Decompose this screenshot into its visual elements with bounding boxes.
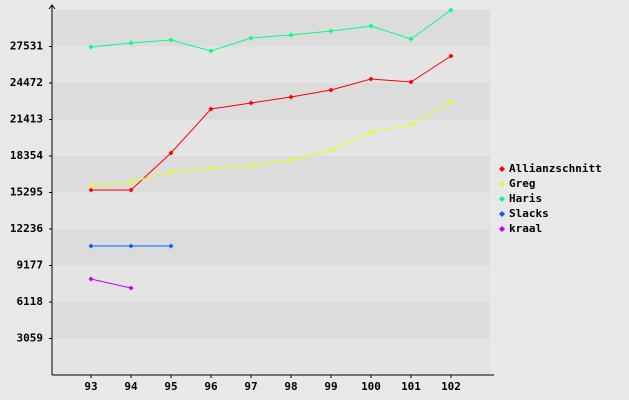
point (208, 48, 214, 54)
legend-label: kraal (509, 222, 542, 235)
grid-band (52, 46, 490, 83)
x-tick-label: 94 (124, 380, 138, 393)
point (128, 243, 134, 249)
point (88, 183, 94, 189)
point (448, 7, 454, 13)
point (288, 94, 294, 100)
series-line (91, 55, 452, 191)
x-tick-label: 96 (204, 380, 218, 393)
series-line (90, 9, 452, 52)
point (328, 147, 334, 153)
x-tick-label: 95 (164, 380, 177, 393)
point (88, 44, 94, 50)
legend-marker (499, 166, 505, 172)
legend-label: Allianzschnitt (509, 162, 602, 175)
point (168, 150, 174, 156)
point (408, 122, 414, 128)
y-tick-label: 6118 (17, 295, 44, 308)
point (248, 100, 254, 106)
point (208, 106, 214, 112)
x-tick-label: 101 (401, 380, 421, 393)
point (288, 157, 294, 163)
point (328, 28, 334, 34)
y-axis-arrow (48, 4, 56, 10)
x-tick-label: 97 (244, 380, 257, 393)
grid-band (52, 192, 490, 229)
grid-band (52, 302, 490, 339)
legend-label: Greg (509, 177, 536, 190)
point (128, 40, 134, 46)
point (368, 23, 374, 29)
x-tick-label: 100 (361, 380, 381, 393)
series-line (90, 278, 132, 289)
point (448, 99, 454, 105)
point (208, 165, 214, 171)
point (248, 163, 254, 169)
grid-band (52, 156, 490, 193)
grid-band (52, 119, 490, 156)
grid-band (52, 10, 490, 47)
point (328, 87, 334, 93)
point (168, 37, 174, 43)
point (248, 35, 254, 41)
point (368, 76, 374, 82)
y-tick-label: 24472 (10, 76, 43, 89)
point (408, 79, 414, 85)
point (88, 243, 94, 249)
x-tick-label: 98 (284, 380, 297, 393)
point (168, 169, 174, 175)
point (168, 243, 174, 249)
y-tick-label: 27531 (10, 40, 43, 53)
legend-marker (499, 211, 505, 217)
point (408, 36, 414, 42)
point (128, 179, 134, 185)
legend-label: Haris (509, 192, 542, 205)
grid-band (52, 229, 490, 266)
point (368, 129, 374, 135)
point (288, 32, 294, 38)
grid-band (52, 338, 490, 375)
y-tick-label: 3059 (17, 332, 44, 345)
grid-band (52, 83, 490, 120)
point (88, 276, 94, 282)
legend-marker (499, 181, 505, 187)
point (128, 187, 134, 193)
y-tick-label: 18354 (10, 149, 43, 162)
y-tick-label: 21413 (10, 113, 43, 126)
series-line (90, 101, 452, 187)
y-tick-label: 12236 (10, 222, 43, 235)
point (128, 285, 134, 291)
y-tick-label: 9177 (17, 259, 44, 272)
legend-label: Slacks (509, 207, 549, 220)
legend-marker (499, 226, 505, 232)
grid-band (52, 265, 490, 302)
legend-marker (499, 196, 505, 202)
x-tick-label: 99 (324, 380, 337, 393)
point (448, 53, 454, 59)
y-tick-label: 15295 (10, 186, 43, 199)
x-tick-label: 93 (84, 380, 97, 393)
point (88, 187, 94, 193)
x-tick-label: 102 (441, 380, 461, 393)
